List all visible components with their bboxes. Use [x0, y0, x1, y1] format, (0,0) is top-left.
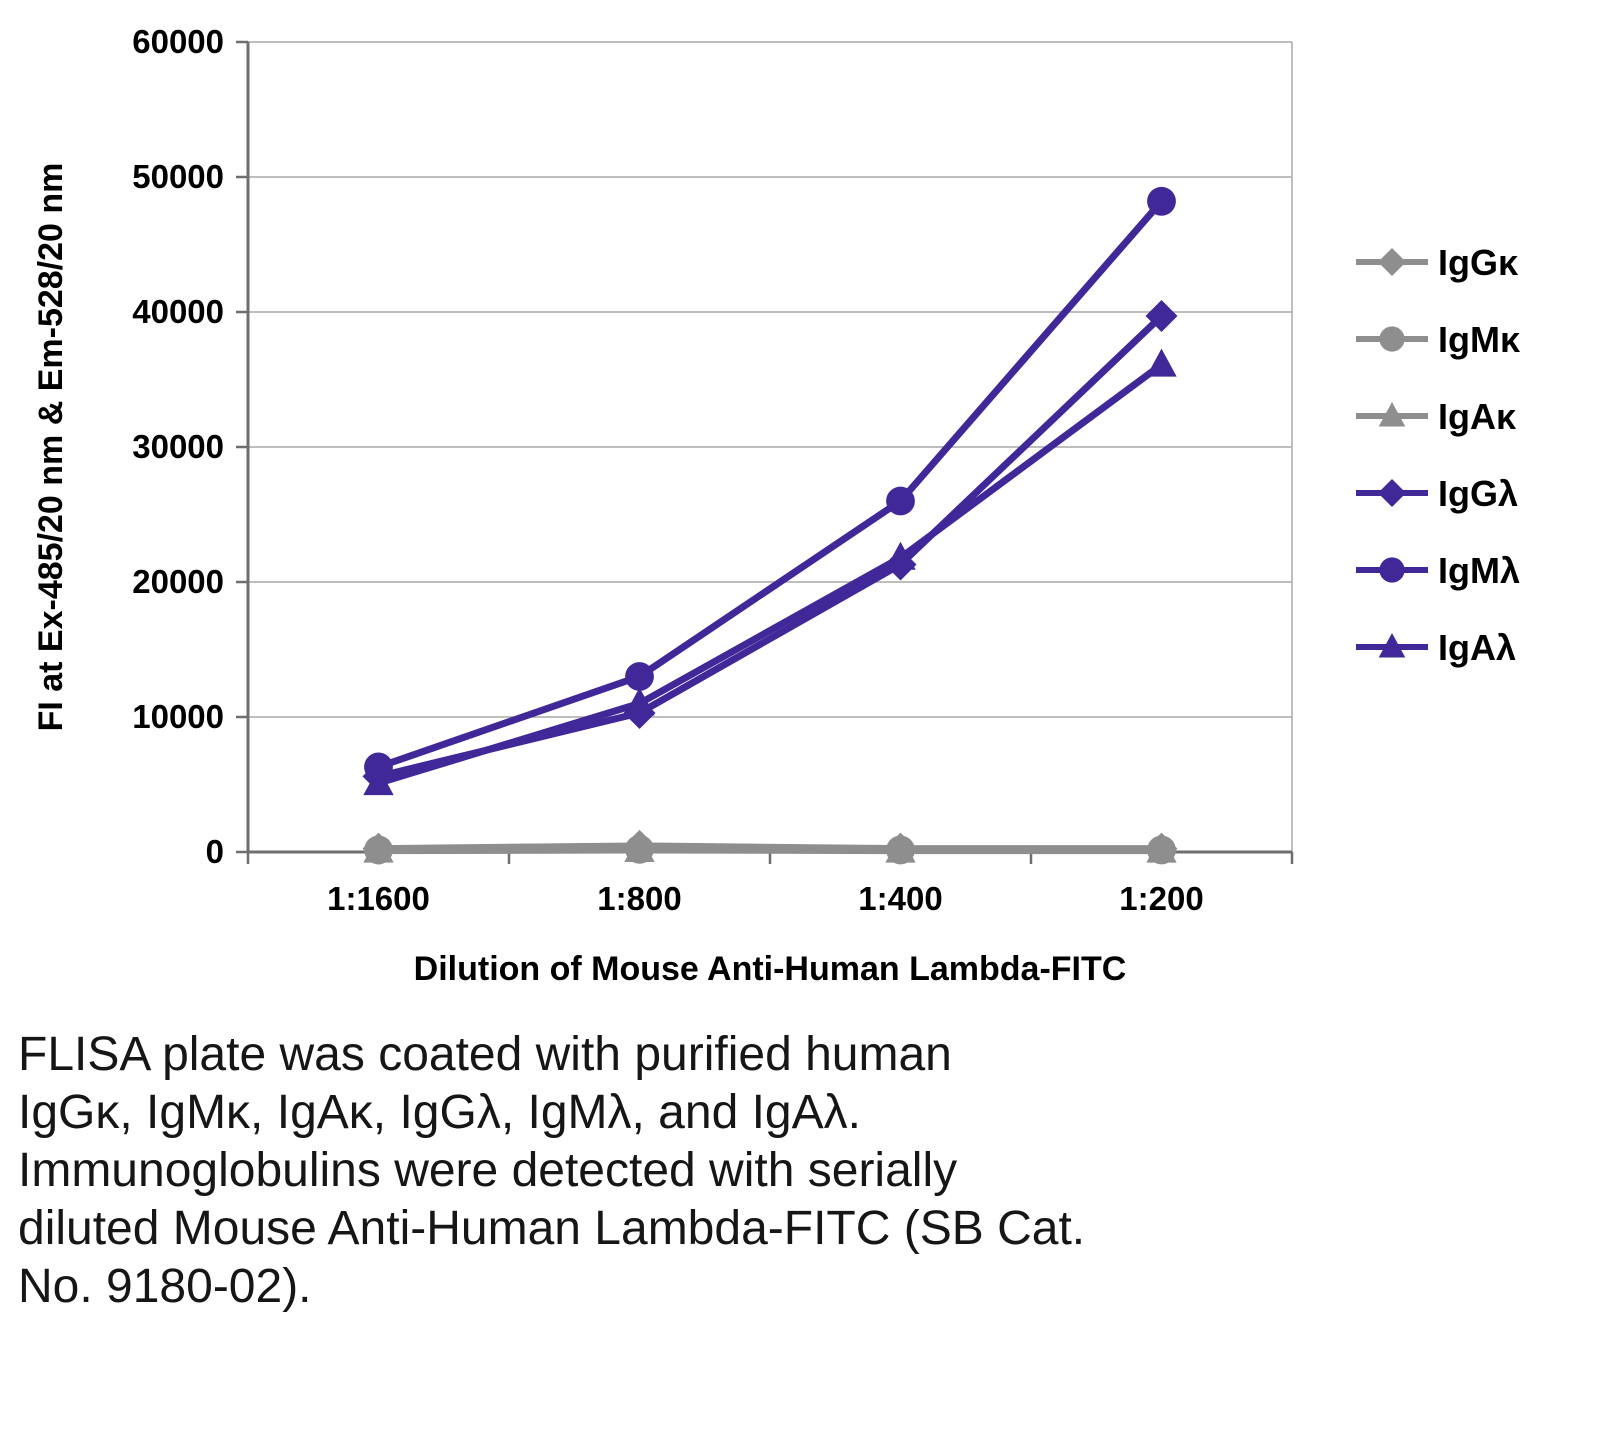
y-tick-label: 0	[206, 833, 224, 870]
chart-area: 0 10000 20000 30000 40000 50000 60000 1:1600 1:8…	[32, 23, 1521, 988]
legend-label: IgGλ	[1438, 473, 1518, 514]
point-circle-marker	[1379, 557, 1405, 583]
point-diamond-marker	[1145, 300, 1178, 333]
point-triangle-marker	[1146, 348, 1177, 377]
series-IgMλ	[364, 186, 1176, 782]
y-tick-label: 20000	[132, 563, 224, 600]
point-triangle-marker	[885, 834, 916, 863]
point-triangle-marker	[363, 834, 394, 863]
y-tick-label: 30000	[132, 428, 224, 465]
legend-item: IgAκ	[1356, 396, 1517, 437]
point-circle-marker	[625, 662, 654, 691]
x-tick-label: 1:800	[597, 880, 681, 917]
series-IgGλ	[362, 300, 1178, 793]
legend-label: IgAκ	[1438, 396, 1517, 437]
series-line	[375, 312, 1165, 780]
point-triangle-marker	[1378, 402, 1406, 427]
x-tick-label: 1:200	[1119, 880, 1203, 917]
point-circle-marker	[1147, 186, 1176, 216]
flisa-line-chart: 0 10000 20000 30000 40000 50000 60000 1:1600 1:8…	[32, 23, 1521, 988]
series-line	[375, 846, 1165, 855]
x-tick-label: 1:400	[858, 880, 942, 917]
legend-item: IgMλ	[1356, 550, 1520, 591]
y-tick-label: 60000	[132, 23, 224, 60]
series-line	[375, 197, 1165, 771]
point-triangle-marker	[363, 767, 394, 796]
caption-line: diluted Mouse Anti-Human Lambda-FITC (SB…	[18, 1202, 1086, 1256]
y-tick-label: 50000	[132, 158, 224, 195]
legend-item: IgGλ	[1356, 473, 1518, 514]
legend-label: IgMλ	[1438, 550, 1520, 591]
legend-label: IgMκ	[1438, 319, 1521, 360]
y-tick-label: 40000	[132, 293, 224, 330]
y-tick-label: 10000	[132, 698, 224, 735]
point-triangle-marker	[624, 833, 655, 862]
legend-item: IgGκ	[1356, 242, 1519, 283]
x-tick-label: 1:1600	[327, 880, 430, 917]
y-axis-title: FI at Ex-485/20 nm & Em-528/20 nm	[32, 163, 70, 732]
caption-line: IgGκ, IgMκ, IgAκ, IgGλ, IgMλ, and IgAλ.	[18, 1086, 861, 1140]
figure-caption: FLISA plate was coated with purified hum…	[18, 1026, 1604, 1316]
series-line	[375, 361, 1165, 787]
legend-item: IgMκ	[1356, 319, 1521, 360]
point-triangle-marker	[624, 687, 655, 716]
point-triangle-marker	[1378, 633, 1406, 658]
legend-label: IgGκ	[1438, 242, 1519, 283]
point-diamond-marker	[1378, 479, 1406, 507]
caption-line: No. 9180-02).	[18, 1260, 312, 1314]
legend-item: IgAλ	[1356, 627, 1516, 668]
caption-line: FLISA plate was coated with purified hum…	[18, 1028, 952, 1081]
legend-label: IgAλ	[1438, 627, 1516, 668]
series-IgAλ	[363, 348, 1177, 796]
series-IgAκ	[363, 833, 1177, 863]
x-axis-title: Dilution of Mouse Anti-Human Lambda-FITC	[414, 950, 1127, 988]
point-triangle-marker	[1146, 834, 1177, 863]
caption-line: Immunoglobulins were detected with seria…	[18, 1144, 958, 1198]
point-diamond-marker	[1378, 248, 1406, 276]
point-circle-marker	[1379, 326, 1405, 352]
point-circle-marker	[886, 486, 915, 516]
point-circle-marker	[364, 752, 393, 782]
point-triangle-marker	[885, 541, 916, 570]
